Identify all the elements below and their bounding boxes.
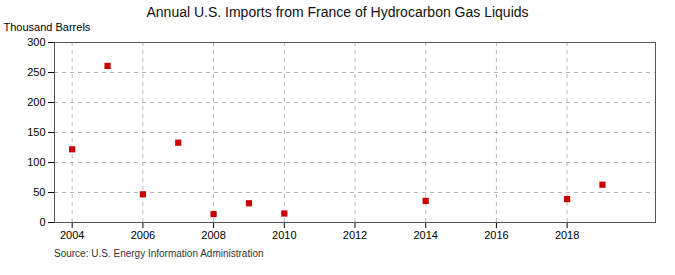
html-text:Source: U.S. Energy Informatio: Source: U.S. Energy Information Administ… (54, 248, 264, 259)
svg-text:100: 100 (27, 156, 45, 168)
svg-text:2014: 2014 (413, 229, 437, 241)
svg-text:2010: 2010 (272, 229, 296, 241)
svg-text:Thousand Barrels: Thousand Barrels (4, 21, 91, 33)
svg-text:2006: 2006 (131, 229, 155, 241)
svg-text:2016: 2016 (484, 229, 508, 241)
svg-text:2018: 2018 (555, 229, 579, 241)
svg-text:150: 150 (27, 126, 45, 138)
html-text:Annual U.S. Imports from Franc: Annual U.S. Imports from France of Hydro… (146, 4, 529, 20)
svg-text:2012: 2012 (343, 229, 367, 241)
svg-text:250: 250 (27, 66, 45, 78)
svg-text:50: 50 (33, 186, 45, 198)
svg-text:2008: 2008 (201, 229, 225, 241)
svg-text:200: 200 (27, 96, 45, 108)
svg-text:0: 0 (39, 216, 45, 228)
svg-text:2004: 2004 (60, 229, 84, 241)
svg-text:300: 300 (27, 36, 45, 48)
